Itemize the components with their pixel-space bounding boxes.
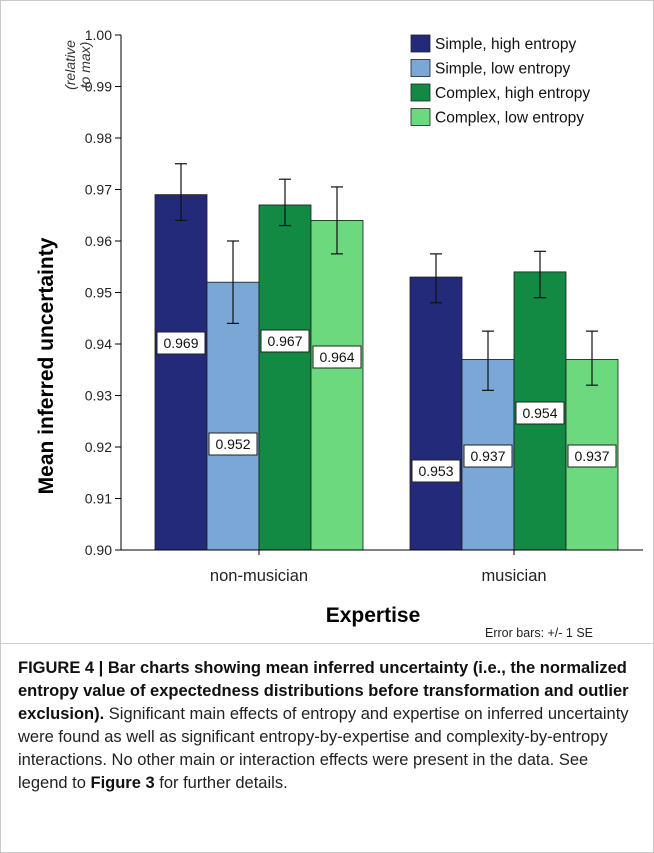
caption-body-part-1: Significant main effects of entropy and … — [18, 705, 629, 792]
caption-body-part-2: for further details. — [154, 774, 288, 792]
y-tick-label: 0.95 — [85, 285, 112, 301]
caption-title: Bar charts showing mean inferred uncerta… — [18, 659, 629, 723]
y-tick-label: 0.99 — [85, 79, 112, 95]
legend-swatch — [410, 59, 431, 77]
data-label: 0.954 — [522, 405, 557, 421]
x-axis-label: Expertise — [326, 604, 421, 627]
legend-swatch — [410, 108, 431, 126]
y-tick-label: 0.96 — [85, 233, 112, 249]
legend-label: Complex, low entropy — [435, 110, 584, 127]
legend: Simple, high entropy Simple, low entropy C… — [410, 34, 590, 127]
error-bar-note: Error bars: +/- 1 SE — [485, 626, 593, 640]
data-label: 0.937 — [574, 448, 609, 464]
bar — [258, 204, 312, 551]
figure-caption: FIGURE 4 | Bar charts showing mean infer… — [18, 657, 640, 795]
data-label-box — [515, 401, 565, 425]
x-tick-label: non-musician — [210, 567, 308, 585]
y-axis-note-line-2: to max) — [77, 42, 93, 89]
y-axis-note-line-1: (relative — [62, 40, 78, 90]
legend-label: Simple, high entropy — [435, 36, 577, 53]
legend-label: Simple, low entropy — [435, 61, 571, 78]
y-tick-label: 0.93 — [85, 388, 112, 404]
y-tick-label: 0.97 — [85, 182, 112, 198]
data-label-box — [312, 345, 362, 369]
y-tick-label: 0.98 — [85, 130, 112, 146]
data-label: 0.952 — [215, 436, 250, 452]
caption-figure-reference: Figure 3 — [90, 774, 155, 792]
bars-layer: 0.969 0.952 0.967 0.964 0.953 0.937 0.954 0.937 — [154, 163, 619, 551]
legend-label: Complex, high entropy — [435, 85, 590, 102]
y-tick-label: 0.94 — [85, 336, 112, 352]
data-label-box — [260, 329, 310, 353]
data-label-box — [208, 432, 258, 456]
legend-swatch — [410, 34, 431, 53]
bar — [154, 194, 208, 551]
x-tick-label: musician — [481, 567, 546, 585]
data-label: 0.967 — [267, 333, 302, 349]
data-label-box — [411, 459, 461, 483]
y-tick-label: 0.91 — [85, 491, 112, 507]
data-label-box — [463, 444, 513, 468]
caption-divider — [1, 643, 653, 644]
data-label: 0.953 — [418, 463, 453, 479]
y-tick-label: 0.90 — [85, 542, 112, 558]
caption-label: FIGURE 4 | — [18, 659, 108, 677]
data-label: 0.937 — [470, 448, 505, 464]
y-axis-label: Mean inferred uncertainty — [35, 237, 58, 494]
legend-swatch — [410, 83, 431, 102]
bar — [409, 276, 463, 551]
data-label-box — [156, 331, 206, 355]
y-tick-label: 1.00 — [85, 27, 112, 43]
data-label: 0.969 — [163, 335, 198, 351]
bar-chart: Simple, high entropy Simple, low entropy C… — [35, 27, 643, 640]
y-tick-label: 0.92 — [85, 439, 112, 455]
data-label: 0.964 — [319, 349, 354, 365]
data-label-box — [567, 444, 617, 468]
bar — [310, 219, 364, 551]
axes-layer: 0.90 0.91 0.92 0.93 0.94 0.95 0.96 0.97 0.98 0.99… — [85, 27, 643, 585]
